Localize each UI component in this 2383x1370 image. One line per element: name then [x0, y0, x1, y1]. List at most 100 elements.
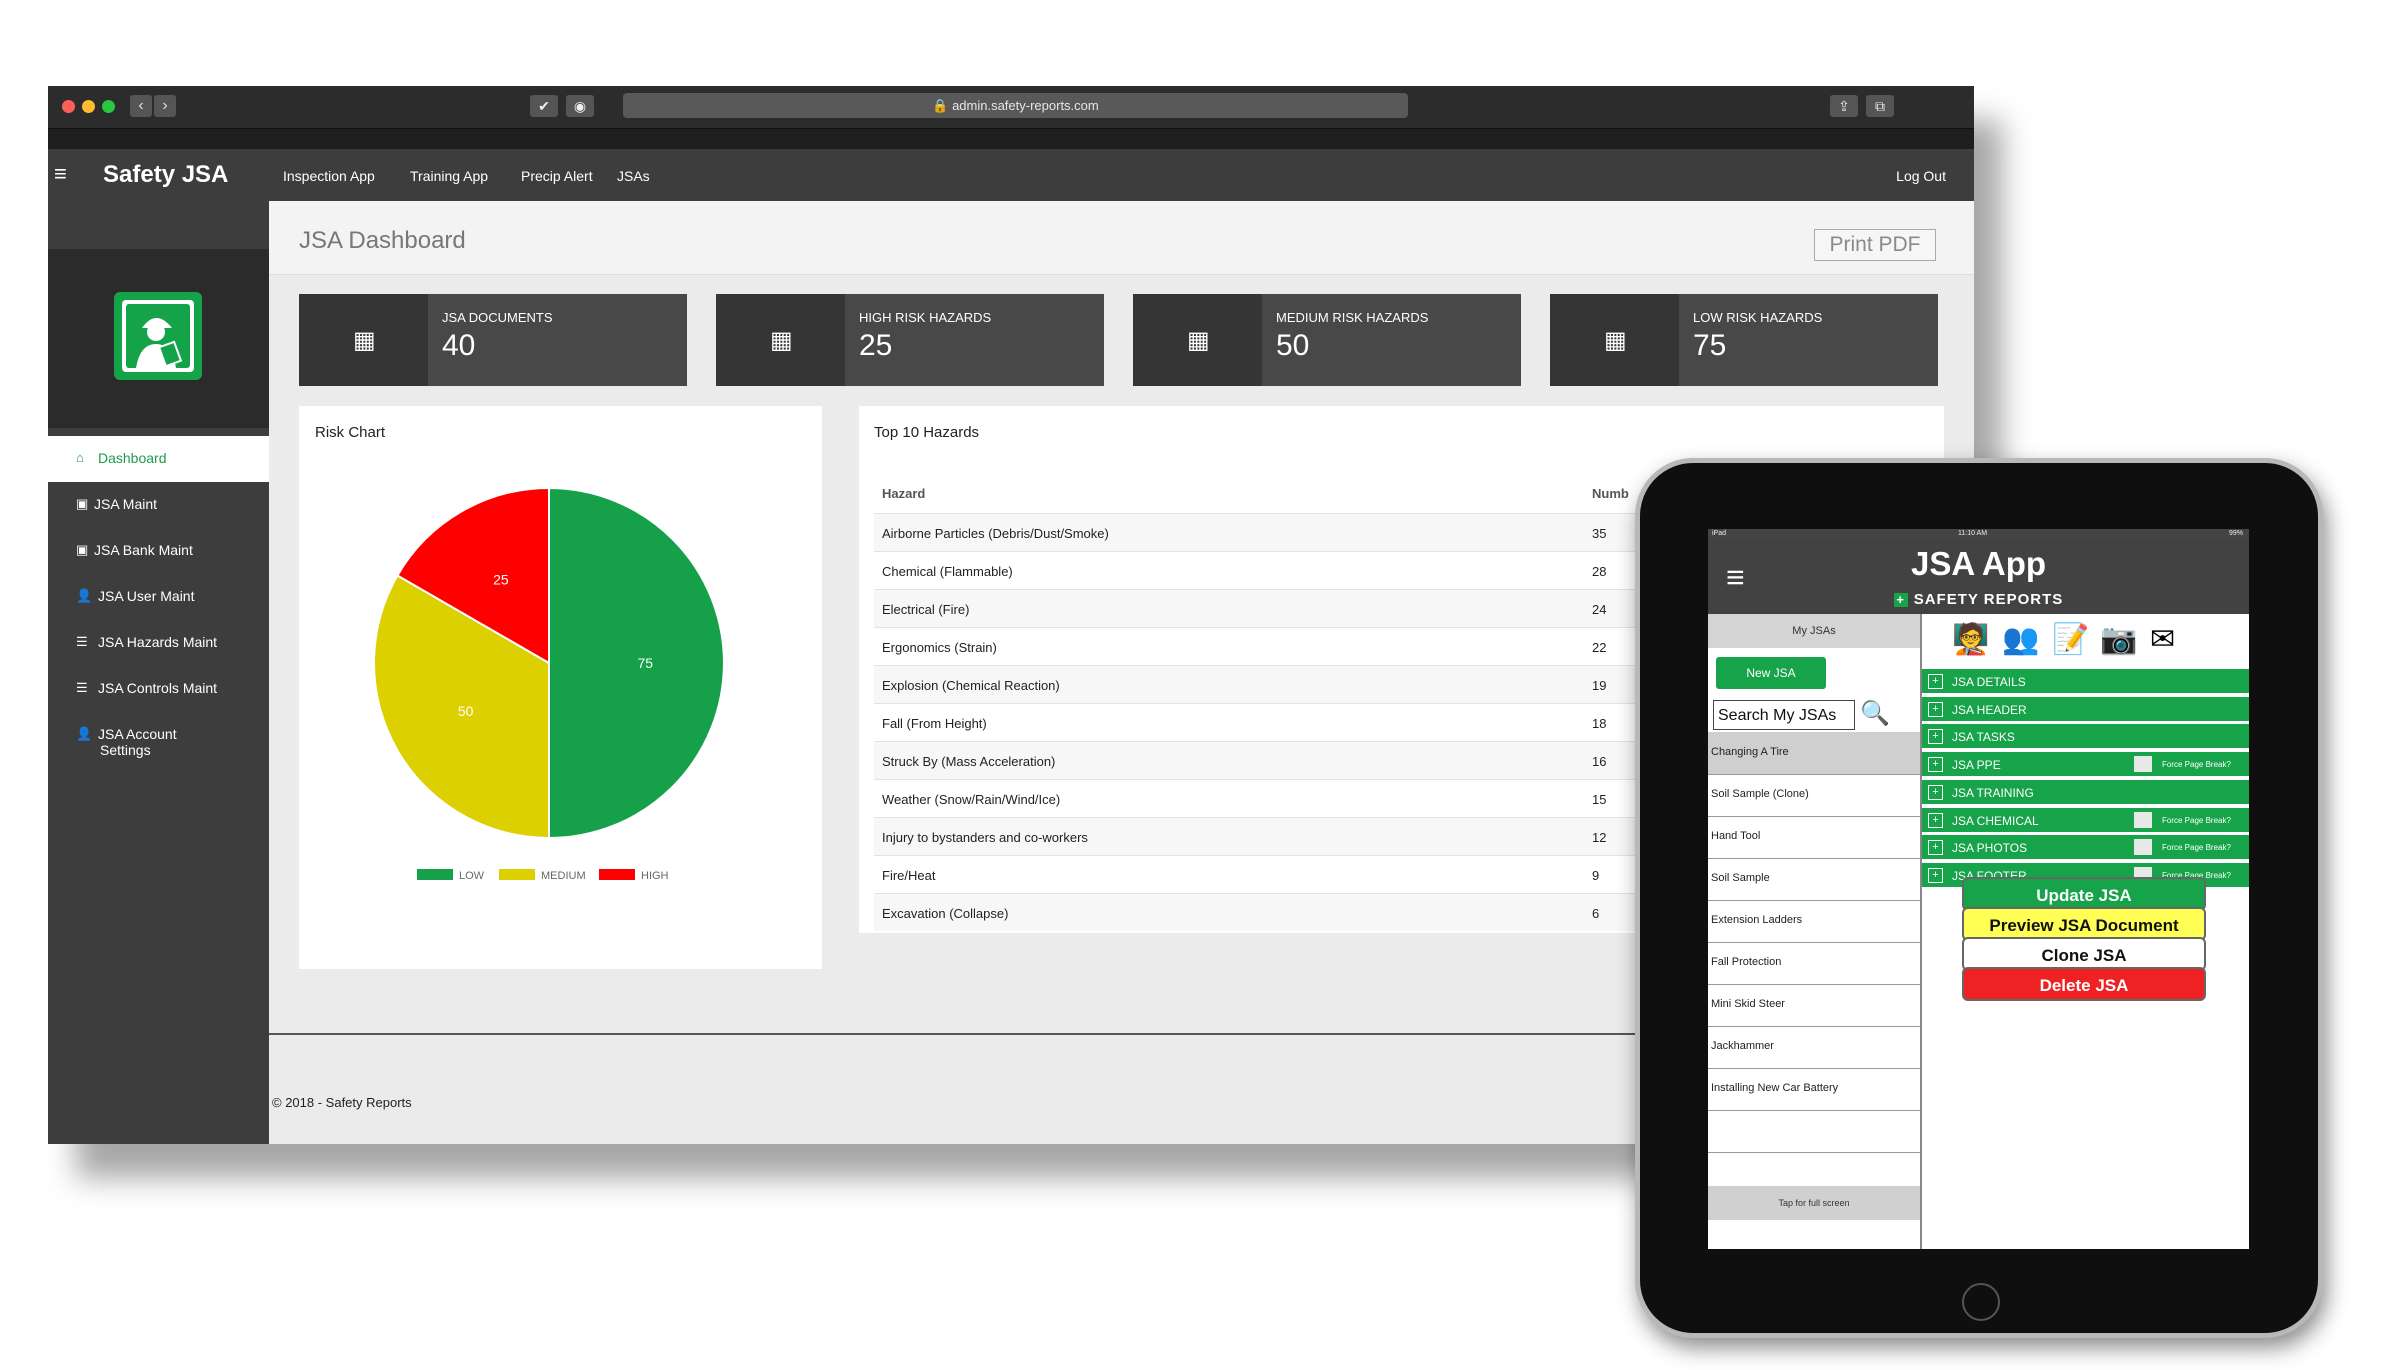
forward-icon[interactable]: › — [154, 95, 176, 117]
sidebar-item-jsa-controls-maint[interactable]: ☰ JSA Controls Maint — [48, 666, 269, 712]
hazard-name: Struck By (Mass Acceleration) — [882, 754, 1056, 769]
github-icon[interactable]: ◉ — [566, 95, 594, 117]
list-item[interactable]: Fall Protection — [1708, 942, 1920, 985]
status-device: iPad — [1712, 530, 1727, 537]
menu-icon[interactable]: ≡ — [54, 161, 67, 186]
expand-plus-icon[interactable]: + — [1928, 729, 1943, 745]
legend-label: LOW — [459, 870, 485, 882]
force-page-break-label: Force Page Break? — [2162, 843, 2231, 853]
sidebar-item-jsa-user-maint[interactable]: 👤 JSA User Maint — [48, 574, 269, 620]
tap-full-screen-bar[interactable]: Tap for full screen — [1708, 1186, 1920, 1220]
hazard-count: 19 — [1592, 678, 1607, 693]
force-page-break-checkbox[interactable] — [2134, 839, 2152, 856]
back-icon[interactable]: ‹ — [130, 95, 152, 117]
nav-inspection-app[interactable]: Inspection App — [283, 168, 375, 184]
section-bar[interactable]: + JSA CHEMICAL Force Page Break? — [1922, 807, 2249, 832]
legend-swatch[interactable] — [417, 869, 453, 880]
stat-label: MEDIUM RISK HAZARDS — [1276, 310, 1429, 325]
legend-swatch[interactable] — [499, 869, 535, 880]
logout-link[interactable]: Log Out — [1896, 168, 1946, 184]
sidebar-item-label-line2: Settings — [100, 742, 151, 758]
list-item[interactable]: Soil Sample (Clone) — [1708, 774, 1920, 817]
sidebar-item-jsa-hazards-maint[interactable]: ☰ JSA Hazards Maint — [48, 620, 269, 666]
delete-jsa-button[interactable]: Delete JSA — [1962, 967, 2206, 1001]
new-jsa-button[interactable]: New JSA — [1716, 657, 1826, 689]
app-title: JSA App — [1910, 545, 2047, 582]
maximize-window-icon[interactable] — [102, 100, 115, 113]
sidebar-item-jsa-bank-maint[interactable]: ▣ JSA Bank Maint — [48, 528, 269, 574]
print-pdf-button[interactable]: Print PDF — [1814, 229, 1936, 261]
expand-plus-icon[interactable]: + — [1928, 674, 1943, 689]
tab-strip — [48, 129, 1974, 149]
stat-value: 50 — [1276, 329, 1310, 362]
section-label: JSA HEADER — [1952, 702, 2027, 717]
page-header: JSA Dashboard Print PDF — [269, 201, 1974, 275]
expand-plus-icon[interactable]: + — [1928, 840, 1943, 856]
list-item[interactable]: Changing A Tire — [1708, 732, 1920, 775]
stat-value: 40 — [442, 329, 476, 362]
ios-status-bar: iPad 11:10 AM 99% — [1708, 529, 2249, 539]
nav-training-app[interactable]: Training App — [410, 168, 489, 184]
checkbox-extension-icon[interactable]: ✔ — [530, 95, 558, 117]
section-bar[interactable]: + JSA PPE Force Page Break? — [1922, 752, 2249, 777]
preview-jsa-button[interactable]: Preview JSA Document — [1962, 907, 2206, 941]
list-item[interactable]: Soil Sample — [1708, 858, 1920, 901]
app-menu-icon[interactable]: ≡ — [1726, 559, 1745, 595]
hazard-count: 15 — [1592, 792, 1607, 807]
hazard-count: 16 — [1592, 754, 1607, 769]
hazard-count: 35 — [1592, 526, 1607, 541]
user-gear-icon: 👤 — [76, 726, 93, 741]
email-icon[interactable]: ✉ — [2150, 623, 2176, 656]
nav-jsas[interactable]: JSAs — [617, 168, 650, 184]
expand-plus-icon[interactable]: + — [1928, 701, 1943, 717]
search-jsas-input[interactable]: Search My JSAs — [1713, 700, 1855, 730]
edit-document-icon[interactable]: 📝 — [2052, 623, 2090, 656]
sidebar-item-jsa-maint[interactable]: ▣ JSA Maint — [48, 482, 269, 528]
hazard-name: Weather (Snow/Rain/Wind/Ice) — [882, 792, 1061, 807]
hazard-name: Excavation (Collapse) — [882, 906, 1009, 921]
section-bar[interactable]: + JSA DETAILS — [1922, 669, 2249, 693]
tabs-icon[interactable]: ⧉ — [1866, 95, 1894, 117]
search-icon[interactable]: 🔍 — [1860, 700, 1890, 727]
minimize-window-icon[interactable] — [82, 100, 95, 113]
section-bar[interactable]: + JSA HEADER — [1922, 696, 2249, 721]
list-item[interactable]: Extension Ladders — [1708, 900, 1920, 943]
camera-icon[interactable]: 📷 — [2100, 623, 2138, 656]
section-bar[interactable]: + JSA TASKS — [1922, 724, 2249, 749]
share-icon[interactable]: ⇪ — [1830, 95, 1858, 117]
hazard-name: Fire/Heat — [882, 868, 936, 883]
nav-precip-alert[interactable]: Precip Alert — [521, 168, 593, 184]
sidebar-item-label: JSA Controls Maint — [98, 680, 218, 696]
clone-jsa-button[interactable]: Clone JSA — [1962, 937, 2206, 971]
home-button[interactable] — [1962, 1283, 2000, 1321]
pie-slice-low[interactable] — [548, 486, 725, 840]
list-item[interactable]: Hand Tool — [1708, 816, 1920, 859]
list-item[interactable]: Installing New Car Battery — [1708, 1068, 1920, 1111]
pie-slice-high[interactable] — [396, 486, 550, 665]
section-label: JSA PHOTOS — [1952, 841, 2028, 856]
close-window-icon[interactable] — [62, 100, 75, 113]
section-bar[interactable]: + JSA TRAINING — [1922, 779, 2249, 804]
url-bar[interactable]: 🔒 admin.safety-reports.com — [623, 93, 1408, 118]
expand-plus-icon[interactable]: + — [1928, 867, 1943, 883]
users-icon[interactable]: 👥 — [2002, 623, 2040, 656]
force-page-break-checkbox[interactable] — [2134, 756, 2152, 773]
expand-plus-icon[interactable]: + — [1928, 812, 1943, 828]
list-item[interactable]: Mini Skid Steer — [1708, 984, 1920, 1027]
section-bar[interactable]: + JSA PHOTOS Force Page Break? — [1922, 835, 2249, 860]
pie-slice-medium[interactable] — [373, 574, 550, 840]
sidebar-item-jsa-account-settings[interactable]: 👤 JSA Account Settings — [48, 712, 269, 772]
presentation-icon[interactable]: 🧑‍🏫 — [1952, 623, 1990, 656]
hazard-count: 9 — [1592, 868, 1600, 883]
force-page-break-checkbox[interactable] — [2134, 811, 2152, 828]
expand-plus-icon[interactable]: + — [1928, 757, 1943, 773]
expand-plus-icon[interactable]: + — [1928, 784, 1943, 800]
list-item[interactable]: Jackhammer — [1708, 1026, 1920, 1069]
legend-swatch[interactable] — [599, 869, 635, 880]
stat-jsa-documents: ▦ JSA DOCUMENTS 40 — [299, 294, 687, 386]
jsa-editor-pane: 🧑‍🏫 👥 📝 📷 ✉ + JSA DETAILS + JSA HEADER + JSA … — [1922, 614, 2249, 1249]
list-item-label: Installing New Car Battery — [1711, 1082, 1839, 1094]
update-jsa-button[interactable]: Update JSA — [1962, 877, 2206, 911]
sidebar-item-dashboard[interactable]: ⌂ Dashboard — [48, 436, 269, 482]
brand-title[interactable]: Safety JSA — [103, 161, 229, 188]
